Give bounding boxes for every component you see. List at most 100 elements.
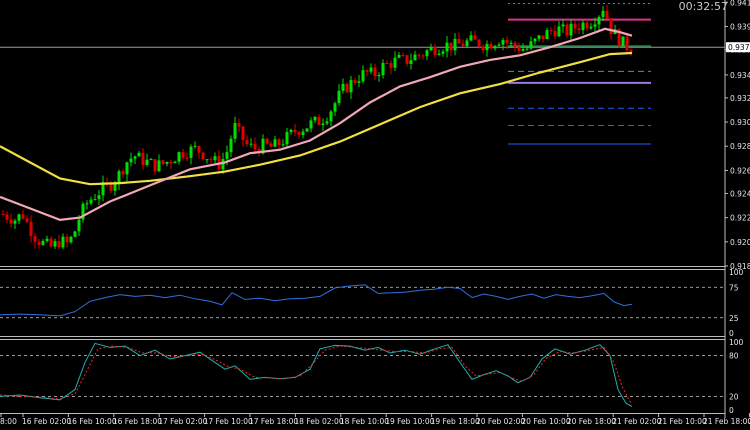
- candle-body: [233, 123, 237, 139]
- candle-body: [265, 138, 269, 144]
- candle-body: [181, 152, 185, 158]
- candle-body: [553, 30, 557, 37]
- candle-body: [509, 42, 513, 44]
- server-clock: 00:32:57: [678, 0, 728, 13]
- candle-body: [9, 219, 13, 224]
- candle-body: [377, 75, 381, 77]
- candle-body: [145, 159, 149, 165]
- candle-body: [261, 138, 265, 154]
- candle-body: [205, 159, 209, 161]
- time-tick-label: 20 Feb 10:00: [521, 417, 570, 426]
- candle-body: [513, 42, 517, 47]
- candle-body: [141, 152, 145, 165]
- candle-body: [353, 80, 357, 83]
- candle-body: [369, 67, 373, 72]
- time-tick-label: 22 Feb 02:00: [748, 417, 750, 426]
- candle-body: [29, 221, 33, 236]
- price-tick-label: 0.9411: [730, 0, 750, 7]
- ma-fast-line: [0, 27, 633, 222]
- candle-body: [401, 54, 405, 56]
- indicator-1-tick-label: 25: [729, 314, 739, 323]
- price-tick-label: 0.9245: [730, 189, 750, 198]
- time-tick-label: 16 Feb 02:00: [22, 417, 71, 426]
- indicator-1-panel: [0, 284, 725, 319]
- price-tick-label: 0.9265: [730, 166, 750, 175]
- candle-body: [365, 70, 369, 72]
- candle-body: [61, 236, 65, 248]
- candle-body: [253, 143, 257, 150]
- candle-body: [585, 22, 589, 29]
- candle-body: [197, 145, 201, 153]
- candle-body: [269, 143, 273, 147]
- candle-body: [341, 83, 345, 91]
- candle-body: [17, 214, 21, 221]
- candle-body: [121, 171, 125, 175]
- candle-body: [545, 30, 549, 40]
- candle-body: [157, 160, 161, 172]
- candle-body: [281, 144, 285, 146]
- candle-body: [169, 161, 173, 164]
- indicator-2-tick-label: 0: [729, 406, 734, 415]
- candle-body: [209, 159, 213, 161]
- candle-body: [477, 39, 481, 47]
- candle-body: [373, 67, 377, 77]
- candle-body: [481, 46, 485, 51]
- candle-body: [501, 40, 505, 45]
- time-tick-label: 21 Feb 10:00: [658, 417, 707, 426]
- candle-body: [1, 213, 5, 215]
- candle-body: [385, 62, 389, 64]
- candle-body: [425, 50, 429, 57]
- candle-body: [609, 18, 613, 35]
- candle-body: [629, 50, 633, 53]
- candle-body: [473, 35, 477, 40]
- candle-body: [117, 171, 121, 184]
- time-tick-label: 16 Feb 10:00: [67, 417, 116, 426]
- candle-body: [177, 152, 181, 162]
- time-tick-label: 16 Feb 18:00: [113, 417, 162, 426]
- candle-body: [621, 36, 625, 46]
- candle-body: [101, 182, 105, 196]
- current-price-label: 0.9370: [728, 43, 750, 52]
- candle-body: [329, 111, 333, 122]
- candle-body: [573, 23, 577, 29]
- candle-body: [325, 121, 329, 124]
- candle-body: [189, 146, 193, 158]
- candle-body: [485, 44, 489, 51]
- candle-body: [517, 46, 521, 51]
- candle-body: [321, 123, 325, 126]
- candle-body: [461, 43, 465, 47]
- candle-body: [413, 54, 417, 61]
- candle-body: [249, 143, 253, 145]
- moving-averages: [0, 27, 633, 222]
- candle-body: [453, 38, 457, 51]
- candle-body: [421, 55, 425, 57]
- candle-body: [41, 241, 45, 245]
- time-tick-label: 17 Feb 18:00: [249, 417, 298, 426]
- candle-body: [561, 24, 565, 27]
- candle-body: [57, 241, 61, 248]
- indicator-2-panel: [0, 342, 725, 408]
- candle-body: [349, 80, 353, 93]
- candle-body: [85, 203, 89, 205]
- candle-body: [557, 26, 561, 37]
- candle-body: [505, 40, 509, 43]
- time-tick-label: 20 Feb 02:00: [476, 417, 525, 426]
- time-tick-label: 21 Feb 02:00: [612, 417, 661, 426]
- candle-body: [445, 42, 449, 52]
- candle-body: [13, 220, 17, 224]
- time-tick-label: 18 Feb 10:00: [340, 417, 389, 426]
- candle-body: [153, 159, 157, 172]
- candle-body: [309, 120, 313, 129]
- candle-body: [493, 45, 497, 49]
- candle-body: [337, 90, 341, 104]
- time-tick-label: 19 Feb 10:00: [385, 417, 434, 426]
- price-tick-label: 0.9286: [730, 142, 750, 151]
- candle-body: [397, 54, 401, 58]
- candle-body: [301, 131, 305, 135]
- candle-body: [93, 199, 97, 201]
- candle-body: [225, 152, 229, 160]
- candle-body: [537, 35, 541, 39]
- candle-body: [5, 214, 9, 220]
